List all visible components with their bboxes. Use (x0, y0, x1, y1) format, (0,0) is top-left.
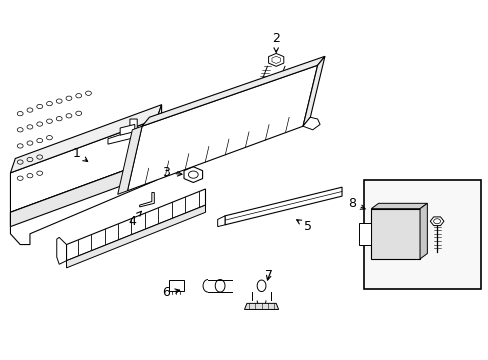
Text: 2: 2 (272, 32, 280, 52)
Polygon shape (303, 56, 325, 126)
Polygon shape (271, 56, 280, 63)
Polygon shape (168, 280, 183, 291)
Text: 1: 1 (72, 147, 87, 162)
Text: 6: 6 (162, 287, 179, 300)
Polygon shape (429, 217, 443, 226)
Polygon shape (10, 158, 157, 244)
Polygon shape (224, 187, 341, 225)
Text: 8: 8 (347, 197, 365, 210)
Polygon shape (10, 105, 161, 173)
Text: 4: 4 (128, 211, 141, 228)
Polygon shape (120, 125, 135, 135)
Polygon shape (268, 53, 283, 66)
Polygon shape (419, 203, 427, 259)
Polygon shape (140, 193, 154, 207)
Text: 7: 7 (264, 269, 272, 282)
Polygon shape (244, 303, 278, 310)
Polygon shape (108, 119, 137, 144)
Text: 3: 3 (162, 166, 182, 179)
Bar (363, 180, 480, 289)
Polygon shape (358, 223, 370, 244)
Polygon shape (217, 216, 224, 226)
Polygon shape (66, 205, 205, 268)
Polygon shape (142, 56, 325, 126)
Polygon shape (57, 237, 66, 264)
Polygon shape (183, 167, 202, 183)
Polygon shape (10, 158, 157, 226)
Polygon shape (66, 189, 205, 261)
Polygon shape (127, 65, 317, 191)
Polygon shape (370, 203, 427, 209)
Polygon shape (118, 126, 142, 194)
Polygon shape (303, 117, 320, 130)
Polygon shape (10, 119, 157, 212)
Polygon shape (157, 105, 161, 158)
Text: 5: 5 (296, 220, 311, 233)
Polygon shape (370, 209, 419, 259)
